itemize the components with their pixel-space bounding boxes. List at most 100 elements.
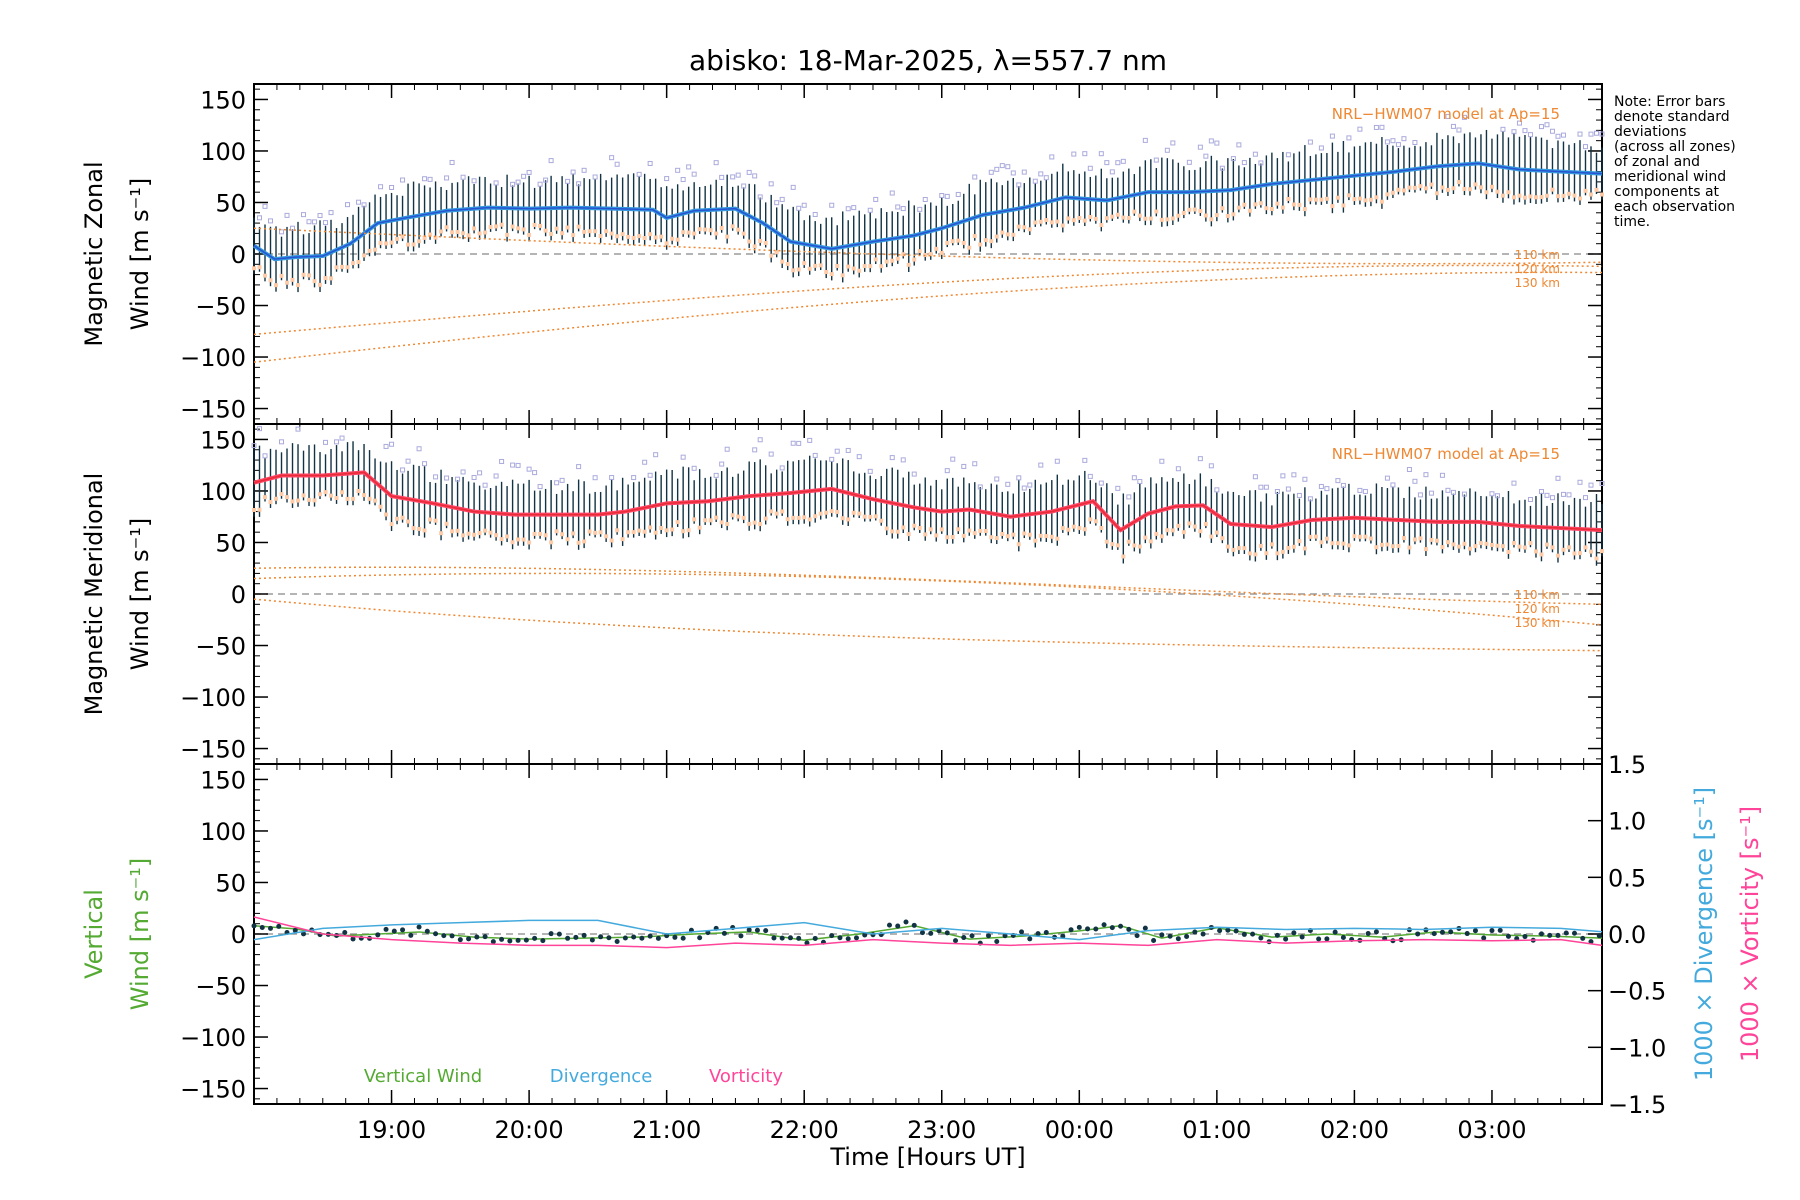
vertical-wind-marker <box>1340 934 1346 940</box>
scatter-marker <box>548 158 554 164</box>
scatter-marker <box>598 530 603 535</box>
scatter-marker <box>1192 524 1197 529</box>
scatter-marker <box>1445 487 1451 493</box>
scatter-marker <box>1241 160 1247 166</box>
vertical-wind-marker <box>1316 936 1322 942</box>
scatter-marker <box>1434 191 1439 196</box>
scatter-marker <box>752 447 758 453</box>
scatter-marker <box>1522 128 1528 134</box>
vertical-wind-marker <box>1093 926 1099 932</box>
mean-wind-line-core <box>253 471 1603 532</box>
scatter-marker <box>1318 483 1324 489</box>
scatter-marker <box>460 469 466 475</box>
scatter-marker <box>532 470 538 476</box>
vertical-wind-marker <box>1002 933 1008 939</box>
scatter-marker <box>274 283 279 288</box>
scatter-marker <box>1264 206 1269 211</box>
scatter-marker <box>796 267 801 272</box>
vertical-wind-marker <box>507 938 513 944</box>
scatter-marker <box>691 465 697 471</box>
vertical-wind-marker <box>1159 932 1165 938</box>
scatter-marker <box>1043 175 1049 181</box>
scatter-marker <box>647 472 653 478</box>
scatter-marker <box>1055 536 1060 541</box>
scatter-marker <box>428 517 433 522</box>
scatter-marker <box>444 521 449 526</box>
scatter-marker <box>1462 541 1467 546</box>
scatter-marker <box>868 514 873 519</box>
scatter-marker <box>1528 541 1533 546</box>
scatter-marker <box>642 529 647 534</box>
scatter-marker <box>703 518 708 523</box>
scatter-marker <box>1011 232 1016 237</box>
scatter-marker <box>339 435 345 441</box>
note-line: time. <box>1614 214 1651 230</box>
scatter-marker <box>1555 553 1560 558</box>
y-tick-label: −100 <box>180 1024 246 1052</box>
scatter-marker <box>713 160 719 166</box>
scatter-marker <box>1280 473 1286 479</box>
scatter-marker <box>334 265 339 270</box>
scatter-marker <box>1027 532 1032 537</box>
x-tick-label: 22:00 <box>770 1116 839 1144</box>
scatter-marker <box>1115 485 1121 491</box>
scatter-marker <box>719 174 725 180</box>
scatter-marker <box>1077 216 1082 221</box>
scatter-marker <box>790 184 796 190</box>
vertical-wind-marker <box>1076 924 1082 930</box>
scatter-marker <box>967 245 972 250</box>
scatter-marker <box>466 531 471 536</box>
x-tick-label: 21:00 <box>632 1116 701 1144</box>
scatter-marker <box>604 229 609 234</box>
scatter-marker <box>675 167 681 173</box>
scatter-marker <box>845 447 851 453</box>
scatter-marker <box>384 241 389 246</box>
scatter-marker <box>1258 543 1263 548</box>
scatter-marker <box>889 190 895 196</box>
scatter-marker <box>537 484 543 490</box>
scatter-marker <box>1297 202 1302 207</box>
scatter-marker <box>455 476 461 482</box>
scatter-marker <box>961 533 966 538</box>
scatter-marker <box>1302 476 1308 482</box>
panels-group: 150 100 50 0 −50 −100 −150 Magnetic Zonal Wind [… <box>80 83 1764 1144</box>
scatter-marker <box>1346 193 1351 198</box>
model-altitude-label: 120 km <box>1515 602 1560 616</box>
note-line: (across all zones) <box>1614 139 1736 155</box>
scatter-marker <box>857 511 862 516</box>
scatter-marker <box>1539 195 1544 200</box>
scatter-marker <box>1538 489 1544 495</box>
vertical-wind-marker <box>936 928 942 934</box>
scatter-marker <box>1302 546 1307 551</box>
scatter-marker <box>378 504 383 509</box>
scatter-marker <box>1252 474 1258 480</box>
scatter-marker <box>576 540 581 545</box>
scatter-marker <box>950 239 955 244</box>
vertical-wind-marker <box>986 933 992 939</box>
scatter-marker <box>1582 495 1588 501</box>
scatter-marker <box>543 533 548 538</box>
scatter-marker <box>642 459 648 465</box>
vertical-wind-marker <box>697 935 703 941</box>
scatter-marker <box>680 177 686 183</box>
vertical-wind-marker <box>928 930 934 936</box>
scatter-marker <box>505 232 510 237</box>
scatter-marker <box>1522 195 1527 200</box>
vertical-wind-marker <box>895 923 901 929</box>
vertical-wind-marker <box>1431 931 1437 937</box>
scatter-marker <box>1055 219 1060 224</box>
scatter-marker <box>686 230 691 235</box>
vertical-wind-marker <box>1126 926 1132 932</box>
scatter-marker <box>1319 197 1324 202</box>
scatter-marker <box>395 236 400 241</box>
scatter-marker <box>1390 138 1396 144</box>
scatter-marker <box>900 457 906 463</box>
scatter-marker <box>912 257 917 262</box>
scatter-marker <box>1406 467 1412 473</box>
scatter-marker <box>1285 152 1291 158</box>
scatter-marker <box>681 529 686 534</box>
scatter-marker <box>1495 189 1500 194</box>
scatter-marker <box>296 498 301 503</box>
scatter-marker <box>867 468 873 474</box>
legend-vorticity: Vorticity <box>709 1066 783 1087</box>
